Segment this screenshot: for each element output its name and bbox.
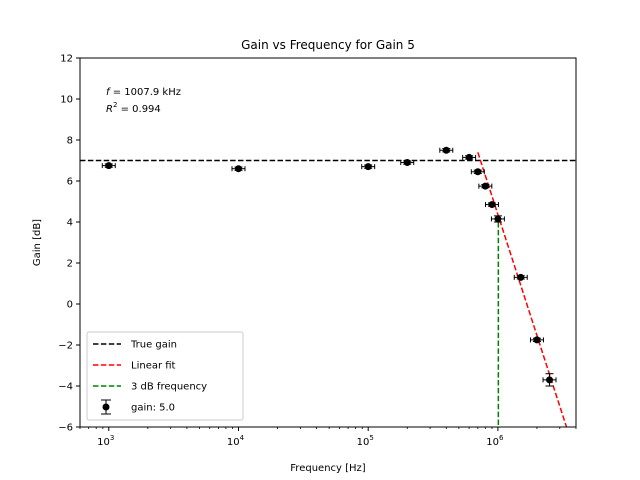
- y-tick-label: 4: [67, 218, 73, 229]
- data-point: [231, 165, 246, 173]
- y-tick-label: 8: [67, 136, 73, 147]
- x-tick-base: 10: [486, 437, 499, 448]
- data-marker: [465, 153, 473, 161]
- annotation-frequency: f = 1007.9 kHz: [106, 87, 181, 98]
- y-tick-label: −6: [58, 423, 73, 434]
- legend-item: Linear fit: [93, 361, 176, 372]
- chart-title: Gain vs Frequency for Gain 5: [241, 38, 415, 52]
- y-tick-label: 6: [67, 177, 73, 188]
- legend-label: True gain: [130, 340, 177, 351]
- x-axis-label: Frequency [Hz]: [290, 463, 366, 474]
- y-tick-label: −2: [58, 341, 73, 352]
- data-marker: [533, 336, 541, 344]
- legend-item: gain: 5.0: [101, 399, 175, 415]
- data-point: [101, 162, 116, 170]
- x-tick-label: 106: [486, 434, 504, 448]
- y-tick-label: −4: [58, 382, 73, 393]
- x-tick-exponent: 6: [499, 434, 504, 442]
- x-tick-exponent: 5: [369, 434, 373, 442]
- annotation-r-var: R: [106, 104, 113, 115]
- data-point: [400, 159, 415, 167]
- data-point: [542, 373, 557, 387]
- x-tick-base: 10: [357, 437, 370, 448]
- data-marker: [364, 163, 372, 171]
- plot-frame: [79, 57, 577, 428]
- data-marker: [517, 273, 525, 281]
- legend-item: True gain: [93, 340, 177, 351]
- x-tick-base: 10: [227, 437, 240, 448]
- legend-item: 3 dB frequency: [93, 382, 207, 393]
- data-point: [470, 168, 485, 176]
- x-tick-label: 104: [227, 434, 245, 448]
- annotation-frequency-value: = 1007.9 kHz: [110, 87, 181, 98]
- linear-fit-line: [477, 152, 568, 427]
- data-marker: [403, 159, 411, 167]
- plot-layer: [80, 146, 576, 427]
- plot-series: [80, 146, 576, 427]
- x-tick-exponent: 4: [240, 434, 245, 442]
- y-tick-label: 2: [67, 259, 73, 270]
- y-tick-label: 10: [60, 95, 73, 106]
- x-tick-label: 103: [97, 434, 114, 448]
- data-point: [484, 201, 499, 209]
- data-point: [462, 153, 477, 161]
- legend-items: True gain Linear fit 3 dB frequency gain: 5…: [93, 340, 207, 415]
- data-marker: [546, 376, 554, 384]
- y-axis-label: Gain [dB]: [32, 219, 43, 266]
- data-marker: [488, 201, 496, 209]
- annotation-frequency-var: f: [106, 87, 111, 98]
- legend-label: Linear fit: [131, 361, 176, 372]
- y-tick-label: 0: [67, 300, 73, 311]
- data-point: [529, 336, 544, 344]
- legend: True gain Linear fit 3 dB frequency gain: 5…: [86, 331, 244, 421]
- legend-label: gain: 5.0: [131, 403, 175, 414]
- x-tick-exponent: 3: [110, 434, 114, 442]
- x-axis: 103 104 105 106: [79, 427, 577, 448]
- annotation-r-value: = 0.994: [117, 104, 160, 115]
- annotation-r-exponent: 2: [113, 101, 117, 109]
- legend-marker-swatch: [102, 403, 110, 411]
- data-marker: [494, 215, 502, 223]
- y-axis: 12 10 8 6 4 2 0 −2 −4 −6: [58, 54, 80, 434]
- data-marker: [234, 165, 242, 173]
- y-tick-label: 12: [60, 54, 73, 65]
- data-point: [513, 273, 528, 281]
- legend-box: [86, 331, 244, 421]
- data-point: [490, 215, 505, 223]
- data-point: [478, 182, 493, 190]
- data-marker: [481, 182, 489, 190]
- data-marker: [105, 162, 113, 170]
- legend-label: 3 dB frequency: [131, 382, 207, 393]
- data-point: [439, 146, 454, 154]
- x-tick-base: 10: [97, 437, 110, 448]
- x-tick-label: 105: [357, 434, 374, 448]
- annotation-r-squared: R2 = 0.994: [106, 101, 161, 115]
- data-point: [361, 163, 376, 171]
- data-marker: [474, 168, 482, 176]
- data-marker: [442, 146, 450, 154]
